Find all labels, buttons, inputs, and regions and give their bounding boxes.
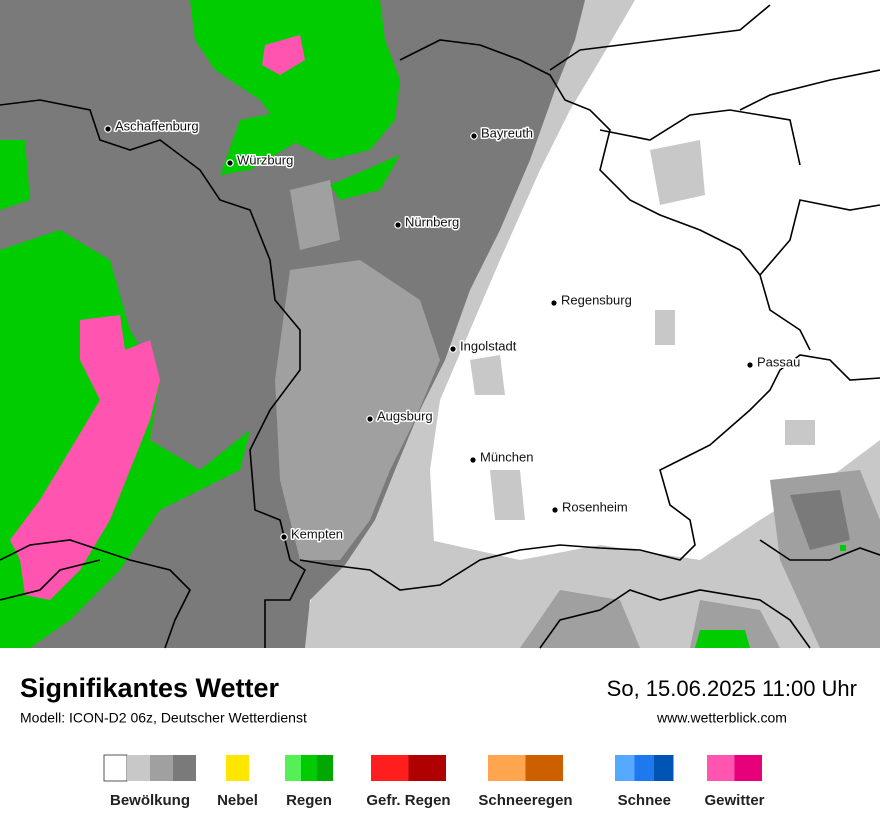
city-label: Bayreuth [481,125,533,140]
legend-label: Regen [286,792,332,809]
legend-swatch [226,755,249,781]
city-label: Augsburg [377,408,433,423]
legend-swatch [103,754,128,782]
valid-time: So, 15.06.2025 11:00 Uhr [607,676,857,701]
legend-swatch [317,755,333,781]
city-dot [226,159,234,167]
city-dot [394,221,402,229]
legend-swatch [408,755,446,781]
legend-label: Schnee [618,792,671,809]
legend-swatch [707,755,735,781]
city-dot [104,125,112,133]
legend-swatch [127,755,150,781]
city-label: Rosenheim [562,499,628,514]
legend-swatch [371,755,409,781]
city-dot [366,415,374,423]
legend-swatch [285,755,301,781]
map [0,0,880,649]
map-title: Signifikantes Wetter [20,673,280,703]
legend-swatch [654,755,674,781]
city-label: Regensburg [561,292,632,307]
legend-label: Gefr. Regen [366,792,450,809]
model-info: Modell: ICON-D2 06z, Deutscher Wetterdie… [20,710,307,726]
legend-swatch [173,755,196,781]
legend-label: Bewölkung [110,792,190,809]
city-dot [550,299,558,307]
legend-label: Gewitter [704,792,764,809]
city-label: Würzburg [237,152,293,167]
legend-swatch [734,755,762,781]
city-dot [280,533,288,541]
city-label: Kempten [291,526,343,541]
legend-swatch [615,755,635,781]
legend-swatch [634,755,654,781]
city-dot [449,345,457,353]
city-labels: Aschaffenburg Würzburg Bayreuth Nürnberg Reg… [104,117,802,543]
city-dot [469,456,477,464]
legend-swatch [525,755,563,781]
city-dot [551,506,559,514]
city-label: Ingolstadt [460,338,517,353]
legend-swatch [150,755,173,781]
website: www.wetterblick.com [656,710,787,726]
city-label: Passau [757,354,800,369]
legend-swatch [301,755,317,781]
legend: Bewölkung Nebel Regen Gefr. Regen Schneerege… [103,754,765,809]
legend-label: Schneeregen [478,792,572,809]
city-label: München [480,449,533,464]
legend-swatch [488,755,526,781]
legend-label: Nebel [217,792,258,809]
city-dot [470,132,478,140]
city-label: Aschaffenburg [115,118,199,133]
city-label: Nürnberg [405,214,459,229]
city-dot [746,361,754,369]
